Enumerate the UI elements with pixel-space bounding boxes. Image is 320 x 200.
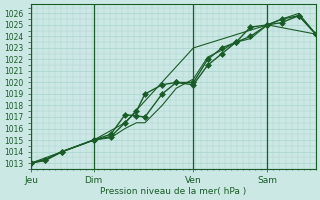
X-axis label: Pression niveau de la mer( hPa ): Pression niveau de la mer( hPa ) bbox=[100, 187, 247, 196]
